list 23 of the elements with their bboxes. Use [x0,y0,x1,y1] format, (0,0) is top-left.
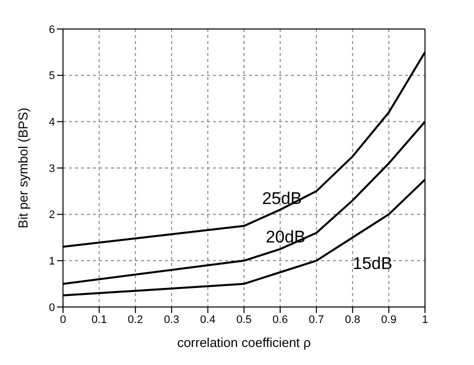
x-tick-label: 0 [60,314,66,326]
x-tick-label: 1 [422,314,428,326]
y-tick-label: 5 [48,70,55,82]
x-tick-label: 0.3 [164,314,180,326]
x-tick-label: 0.2 [128,314,144,326]
x-tick-label: 0.1 [92,314,107,326]
y-tick-label: 0 [48,302,55,314]
x-axis-title: correlation coefficient ρ [177,335,311,350]
x-tick-label: 0.6 [272,314,288,326]
x-tick-label: 0.9 [381,314,396,326]
y-tick-label: 6 [48,24,55,36]
series-label: 20dB [266,228,306,247]
series-label: 25dB [262,189,302,208]
y-tick-label: 3 [48,162,55,175]
y-tick-label: 4 [48,116,55,129]
y-axis-title: Bit per symbol (BPS) [16,108,31,228]
series-label: 15dB [352,254,392,274]
x-tick-label: 0.8 [344,314,360,326]
x-tick-label: 0.4 [200,314,216,326]
x-tick-label: 0.7 [308,314,324,326]
y-tick-label: 1 [48,256,55,268]
x-tick-label: 0.5 [236,314,252,326]
y-tick-label: 2 [48,209,55,222]
